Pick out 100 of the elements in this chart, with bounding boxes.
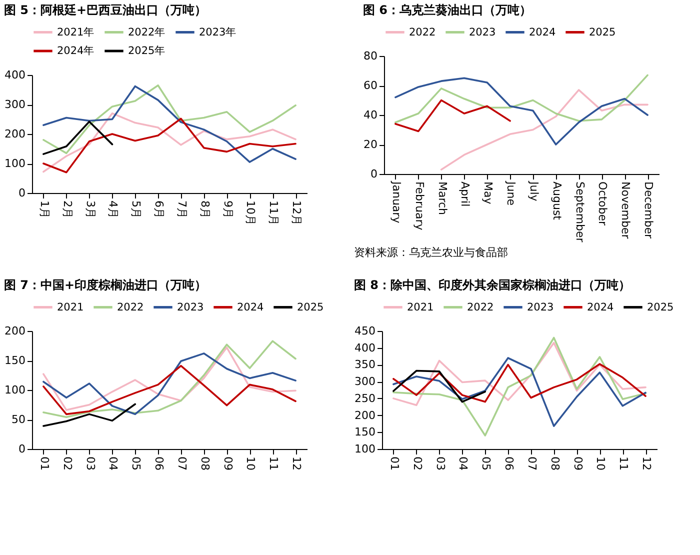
- y-tick-label: 60: [364, 79, 378, 92]
- line-series: [42, 352, 296, 416]
- x-tick-label: 4月: [106, 200, 120, 218]
- x-tick-label: 04: [456, 456, 470, 470]
- x-tick-label: 10月: [244, 200, 258, 226]
- x-tick-label: September: [573, 182, 586, 243]
- y-tick-label: 150: [354, 426, 376, 439]
- legend-label: 2022: [467, 301, 494, 314]
- x-tick-label: 05: [480, 456, 493, 470]
- x-tick-label: 09: [221, 456, 234, 470]
- line-series: [42, 403, 136, 427]
- x-tick-label: 02: [410, 456, 424, 470]
- line-series: [42, 346, 296, 411]
- x-tick-label: June: [504, 180, 518, 206]
- y-tick-label: 150: [4, 354, 26, 367]
- legend-label: 2024年: [57, 45, 95, 57]
- y-tick-label: 20: [364, 138, 378, 151]
- x-tick-label: 8月: [198, 200, 212, 218]
- y-tick-label: 450: [354, 324, 376, 338]
- x-tick-label: July: [527, 180, 540, 202]
- y-tick-label: 100: [4, 157, 26, 170]
- x-tick-label: 3月: [84, 200, 97, 218]
- x-tick-label: 01: [388, 456, 401, 470]
- y-tick-label: 300: [4, 98, 26, 111]
- x-tick-label: 11: [267, 456, 280, 470]
- y-tick-label: 200: [4, 324, 26, 338]
- x-tick-label: 1月: [38, 200, 51, 218]
- x-tick-label: 7月: [175, 200, 188, 218]
- y-tick-label: 100: [4, 384, 26, 396]
- x-tick-label: December: [642, 182, 656, 240]
- y-tick-label: 100: [354, 442, 376, 456]
- legend-label: 2021: [407, 301, 434, 314]
- line-series: [42, 120, 114, 155]
- x-tick-label: 6月: [152, 200, 166, 218]
- x-tick-label: 10: [244, 456, 258, 470]
- line-series: [392, 370, 486, 403]
- line-series: [42, 340, 296, 418]
- line-series: [392, 342, 646, 406]
- x-tick-label: November: [619, 182, 632, 240]
- x-tick-label: 10: [594, 456, 608, 470]
- legend-label: 2025年: [128, 45, 166, 57]
- line-series: [392, 357, 646, 427]
- legend-label: 2025: [589, 26, 616, 38]
- legend-label: 2024: [529, 26, 556, 38]
- x-tick-label: 08: [548, 456, 562, 470]
- y-tick-label: 0: [18, 442, 26, 456]
- x-tick-label: 06: [152, 456, 166, 470]
- y-tick-label: 200: [354, 408, 376, 422]
- line-series: [42, 364, 296, 416]
- x-tick-label: 12: [640, 456, 654, 470]
- x-tick-label: 01: [38, 456, 51, 470]
- legend-label: 2024: [237, 301, 264, 314]
- y-tick-label: 400: [4, 68, 26, 82]
- x-tick-label: May: [482, 182, 495, 205]
- chart-title: 图 8：除中国、印度外其余国家棕榈油进口（万吨）: [354, 278, 631, 292]
- x-tick-label: 03: [84, 456, 97, 470]
- x-tick-label: 08: [198, 456, 212, 470]
- line-series: [394, 99, 511, 132]
- chart-title: 图 6：乌克兰葵油出口（万吨）: [363, 3, 532, 17]
- x-tick-label: August: [550, 182, 564, 221]
- x-tick-label: February: [412, 182, 426, 231]
- x-tick-label: January: [390, 180, 403, 224]
- x-tick-label: 07: [175, 456, 188, 470]
- legend-label: 2022: [117, 301, 144, 314]
- x-tick-label: 11月: [267, 200, 280, 226]
- x-tick-label: 12月: [290, 200, 304, 226]
- legend-label: 2021: [57, 301, 84, 314]
- x-tick-label: 11: [617, 456, 630, 470]
- legend-label: 2025: [647, 301, 674, 314]
- line-series: [394, 74, 648, 124]
- legend-label: 2023年: [199, 26, 237, 38]
- x-tick-label: 12: [290, 456, 304, 470]
- line-series: [394, 77, 648, 146]
- y-tick-label: 0: [370, 168, 378, 180]
- legend-label: 2021年: [57, 26, 95, 38]
- chart-title: 图 5：阿根廷+巴西豆油出口（万吨）: [4, 3, 207, 17]
- y-tick-label: 250: [354, 392, 376, 405]
- y-tick-label: 350: [354, 358, 376, 372]
- legend-label: 2025: [297, 301, 324, 314]
- x-tick-label: March: [436, 182, 449, 216]
- y-tick-label: 300: [354, 375, 376, 388]
- legend-label: 2023: [177, 301, 204, 314]
- x-tick-label: 04: [106, 456, 120, 470]
- x-tick-label: October: [596, 182, 610, 226]
- x-tick-label: 2月: [60, 200, 74, 218]
- x-tick-label: 9月: [221, 200, 234, 218]
- legend-label: 2023: [527, 301, 554, 314]
- x-tick-label: 02: [60, 456, 74, 470]
- y-tick-label: 0: [18, 186, 26, 200]
- legend-label: 2022年: [128, 26, 166, 38]
- chart-title: 图 7：中国+印度棕榈油进口（万吨）: [4, 278, 207, 292]
- y-tick-label: 400: [354, 341, 376, 354]
- x-tick-label: 06: [502, 456, 516, 470]
- x-tick-label: 03: [434, 456, 447, 470]
- x-tick-label: 5月: [130, 200, 143, 218]
- y-tick-label: 200: [4, 128, 26, 140]
- x-tick-label: April: [458, 182, 472, 207]
- line-series: [392, 336, 646, 436]
- y-tick-label: 80: [364, 50, 378, 62]
- y-tick-label: 50: [12, 413, 26, 426]
